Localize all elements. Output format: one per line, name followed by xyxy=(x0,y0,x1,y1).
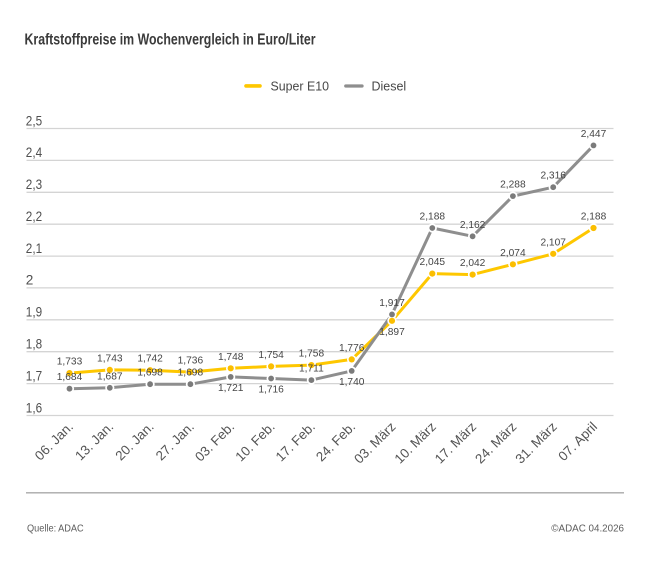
svg-text:2,316: 2,316 xyxy=(540,171,566,182)
svg-text:2,188: 2,188 xyxy=(420,212,446,223)
svg-text:2,1: 2,1 xyxy=(26,241,42,256)
svg-text:Kraftstoffpreise im Wochenverg: Kraftstoffpreise im Wochenvergleich in E… xyxy=(25,32,316,49)
svg-text:2: 2 xyxy=(26,273,34,288)
svg-text:2,162: 2,162 xyxy=(460,220,486,231)
svg-text:2,107: 2,107 xyxy=(540,237,566,248)
svg-text:2,188: 2,188 xyxy=(581,212,607,223)
svg-text:1,776: 1,776 xyxy=(339,343,365,354)
svg-text:1,687: 1,687 xyxy=(97,371,123,382)
svg-text:Quelle: ADAC: Quelle: ADAC xyxy=(27,523,84,535)
svg-text:1,743: 1,743 xyxy=(97,353,123,364)
svg-text:1,740: 1,740 xyxy=(339,377,365,388)
svg-text:1,721: 1,721 xyxy=(218,383,244,394)
svg-text:©ADAC 04.2026: ©ADAC 04.2026 xyxy=(551,523,624,535)
svg-text:1,897: 1,897 xyxy=(379,327,405,338)
svg-text:2,3: 2,3 xyxy=(26,177,42,192)
svg-text:1,7: 1,7 xyxy=(26,368,42,383)
svg-text:2,074: 2,074 xyxy=(500,248,526,259)
svg-text:1,698: 1,698 xyxy=(178,368,204,379)
svg-text:2,4: 2,4 xyxy=(26,145,43,160)
svg-text:1,698: 1,698 xyxy=(137,368,163,379)
svg-text:1,711: 1,711 xyxy=(299,364,324,375)
svg-text:Diesel: Diesel xyxy=(372,78,407,93)
svg-text:1,917: 1,917 xyxy=(379,298,405,309)
svg-text:1,716: 1,716 xyxy=(258,385,284,396)
svg-text:1,748: 1,748 xyxy=(218,352,244,363)
svg-text:1,754: 1,754 xyxy=(258,350,284,361)
svg-text:2,042: 2,042 xyxy=(460,258,486,269)
svg-text:2,447: 2,447 xyxy=(581,129,607,140)
svg-text:2,2: 2,2 xyxy=(26,209,42,224)
svg-text:Super E10: Super E10 xyxy=(271,78,330,93)
svg-text:1,736: 1,736 xyxy=(178,356,204,367)
svg-text:1,758: 1,758 xyxy=(299,349,325,360)
svg-text:1,8: 1,8 xyxy=(26,337,42,352)
svg-text:1,684: 1,684 xyxy=(57,372,83,383)
svg-text:1,6: 1,6 xyxy=(26,400,42,415)
svg-text:2,045: 2,045 xyxy=(420,257,446,268)
svg-text:2,288: 2,288 xyxy=(500,180,526,191)
svg-text:2,5: 2,5 xyxy=(26,113,42,128)
svg-text:1,9: 1,9 xyxy=(26,305,42,320)
svg-text:1,742: 1,742 xyxy=(137,354,163,365)
svg-text:1,733: 1,733 xyxy=(57,357,83,368)
